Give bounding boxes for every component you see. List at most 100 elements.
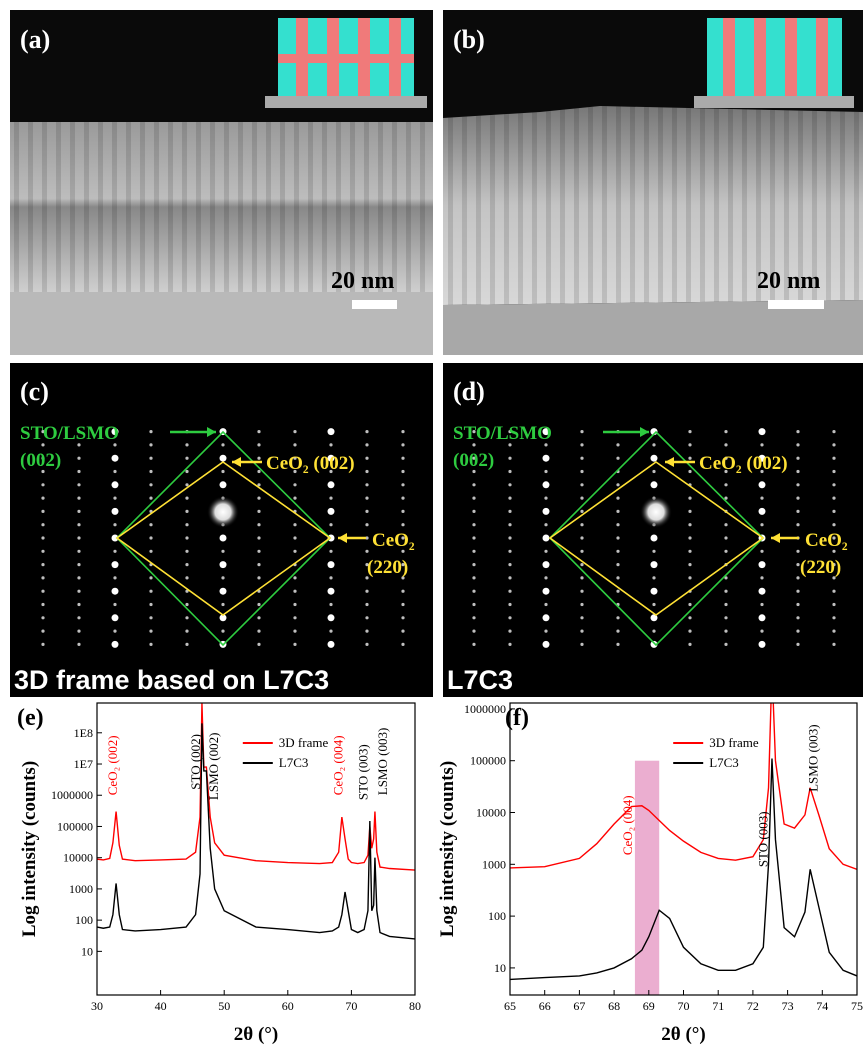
legend-label: L7C3 [709,755,739,770]
diffraction-spot [616,510,619,513]
diffraction-spot [760,550,763,553]
diffraction-spot [41,616,44,619]
x-tick-label: 67 [573,999,585,1013]
chart: 6566676869707172737475101001000100001000… [437,669,863,1045]
diffraction-spot [472,603,475,606]
peak-annotation: CeO₂ (004) [620,795,635,855]
y-tick-label: 1E7 [74,757,93,771]
diffraction-spot [616,483,619,486]
diffraction-spot [77,497,80,500]
diffraction-spot [293,443,296,446]
diffraction-spot [759,561,766,568]
y-tick-label: 100 [488,909,506,923]
diffraction-spot [77,576,80,579]
diffraction-spot [77,470,80,473]
diffraction-spot [472,643,475,646]
diffraction-spot [796,497,799,500]
diffraction-spot [41,590,44,593]
diffraction-spot [508,630,511,633]
diffraction-spot [41,510,44,513]
diffraction-spot [185,536,188,539]
tem-panel-a: (a) 20 nm [10,10,433,355]
diffraction-spot [724,536,727,539]
diffraction-spot [616,536,619,539]
diffraction-spot [688,443,691,446]
diffraction-spot [220,481,227,488]
panel-label: (f) [505,705,529,731]
diffraction-spot [185,523,188,526]
spot-label: (002) [20,450,61,471]
x-tick-label: 80 [409,999,421,1013]
diffraction-spot [365,630,368,633]
legend-label: 3D frame [709,735,759,750]
diffraction-spot [544,603,547,606]
diffraction-spot [580,576,583,579]
diffraction-spot [329,576,332,579]
x-axis-title: 2θ (°) [234,1024,278,1045]
x-tick-label: 30 [91,999,103,1013]
diffraction-spot [41,536,44,539]
diffraction-spot [257,443,260,446]
diffraction-spot [616,576,619,579]
diffraction-spot [329,550,332,553]
diffraction-spot [580,603,583,606]
diffraction-spot [149,603,152,606]
diffraction-spot [580,536,583,539]
diffraction-spot [759,481,766,488]
diffraction-spot [401,630,404,633]
y-tick-label: 10 [81,944,93,958]
diffraction-spot [616,523,619,526]
tem-panel-b: (b) 20 nm [443,10,863,355]
caption: L7C3 [447,665,513,695]
diffraction-spot [580,590,583,593]
diffraction-spot [688,550,691,553]
panel-label: (d) [453,377,485,406]
diffraction-spot [257,430,260,433]
diffraction-spot [77,523,80,526]
diffraction-spot [688,510,691,513]
diffraction-spot [652,443,655,446]
diffraction-spot [796,430,799,433]
legend-label: 3D frame [279,735,329,750]
diffraction-spot [508,497,511,500]
central-beam [640,496,672,528]
diffraction-spot [508,470,511,473]
diffraction-spot [185,510,188,513]
diffraction-spot [41,550,44,553]
diffraction-spot [293,497,296,500]
diffraction-spot [149,630,152,633]
diffraction-spot [365,430,368,433]
y-tick-label: 10000 [476,806,506,820]
diffraction-spot [77,603,80,606]
diffraction-spot [832,643,835,646]
diffraction-spot [149,616,152,619]
diffraction-spot [508,523,511,526]
central-beam [207,496,239,528]
spot-label: CeO₂ [372,530,415,551]
diffraction-spot [149,497,152,500]
diffraction-spot [472,523,475,526]
diffraction-spot [616,497,619,500]
panel-label: (b) [453,25,485,54]
diffraction-spot [796,510,799,513]
panel-label: (a) [20,25,50,54]
diffraction-spot [328,428,335,435]
diffraction-spot [293,536,296,539]
diffraction-spot [401,470,404,473]
diffraction-spot [796,616,799,619]
x-tick-label: 66 [539,999,551,1013]
diffraction-spot [688,536,691,539]
diffraction-spot [185,457,188,460]
diffraction-spot [580,497,583,500]
diffraction-spot [112,455,119,462]
peak-annotation: STO (003) [755,811,770,867]
diffraction-spot [724,443,727,446]
diffraction-spot [220,535,227,542]
diffraction-spot [185,470,188,473]
diffraction-spot [293,523,296,526]
diffraction-spot [759,588,766,595]
diffraction-spot [41,576,44,579]
y-axis-title: Log intensity (counts) [437,761,458,937]
diffraction-spot [759,614,766,621]
diffraction-spot [257,630,260,633]
